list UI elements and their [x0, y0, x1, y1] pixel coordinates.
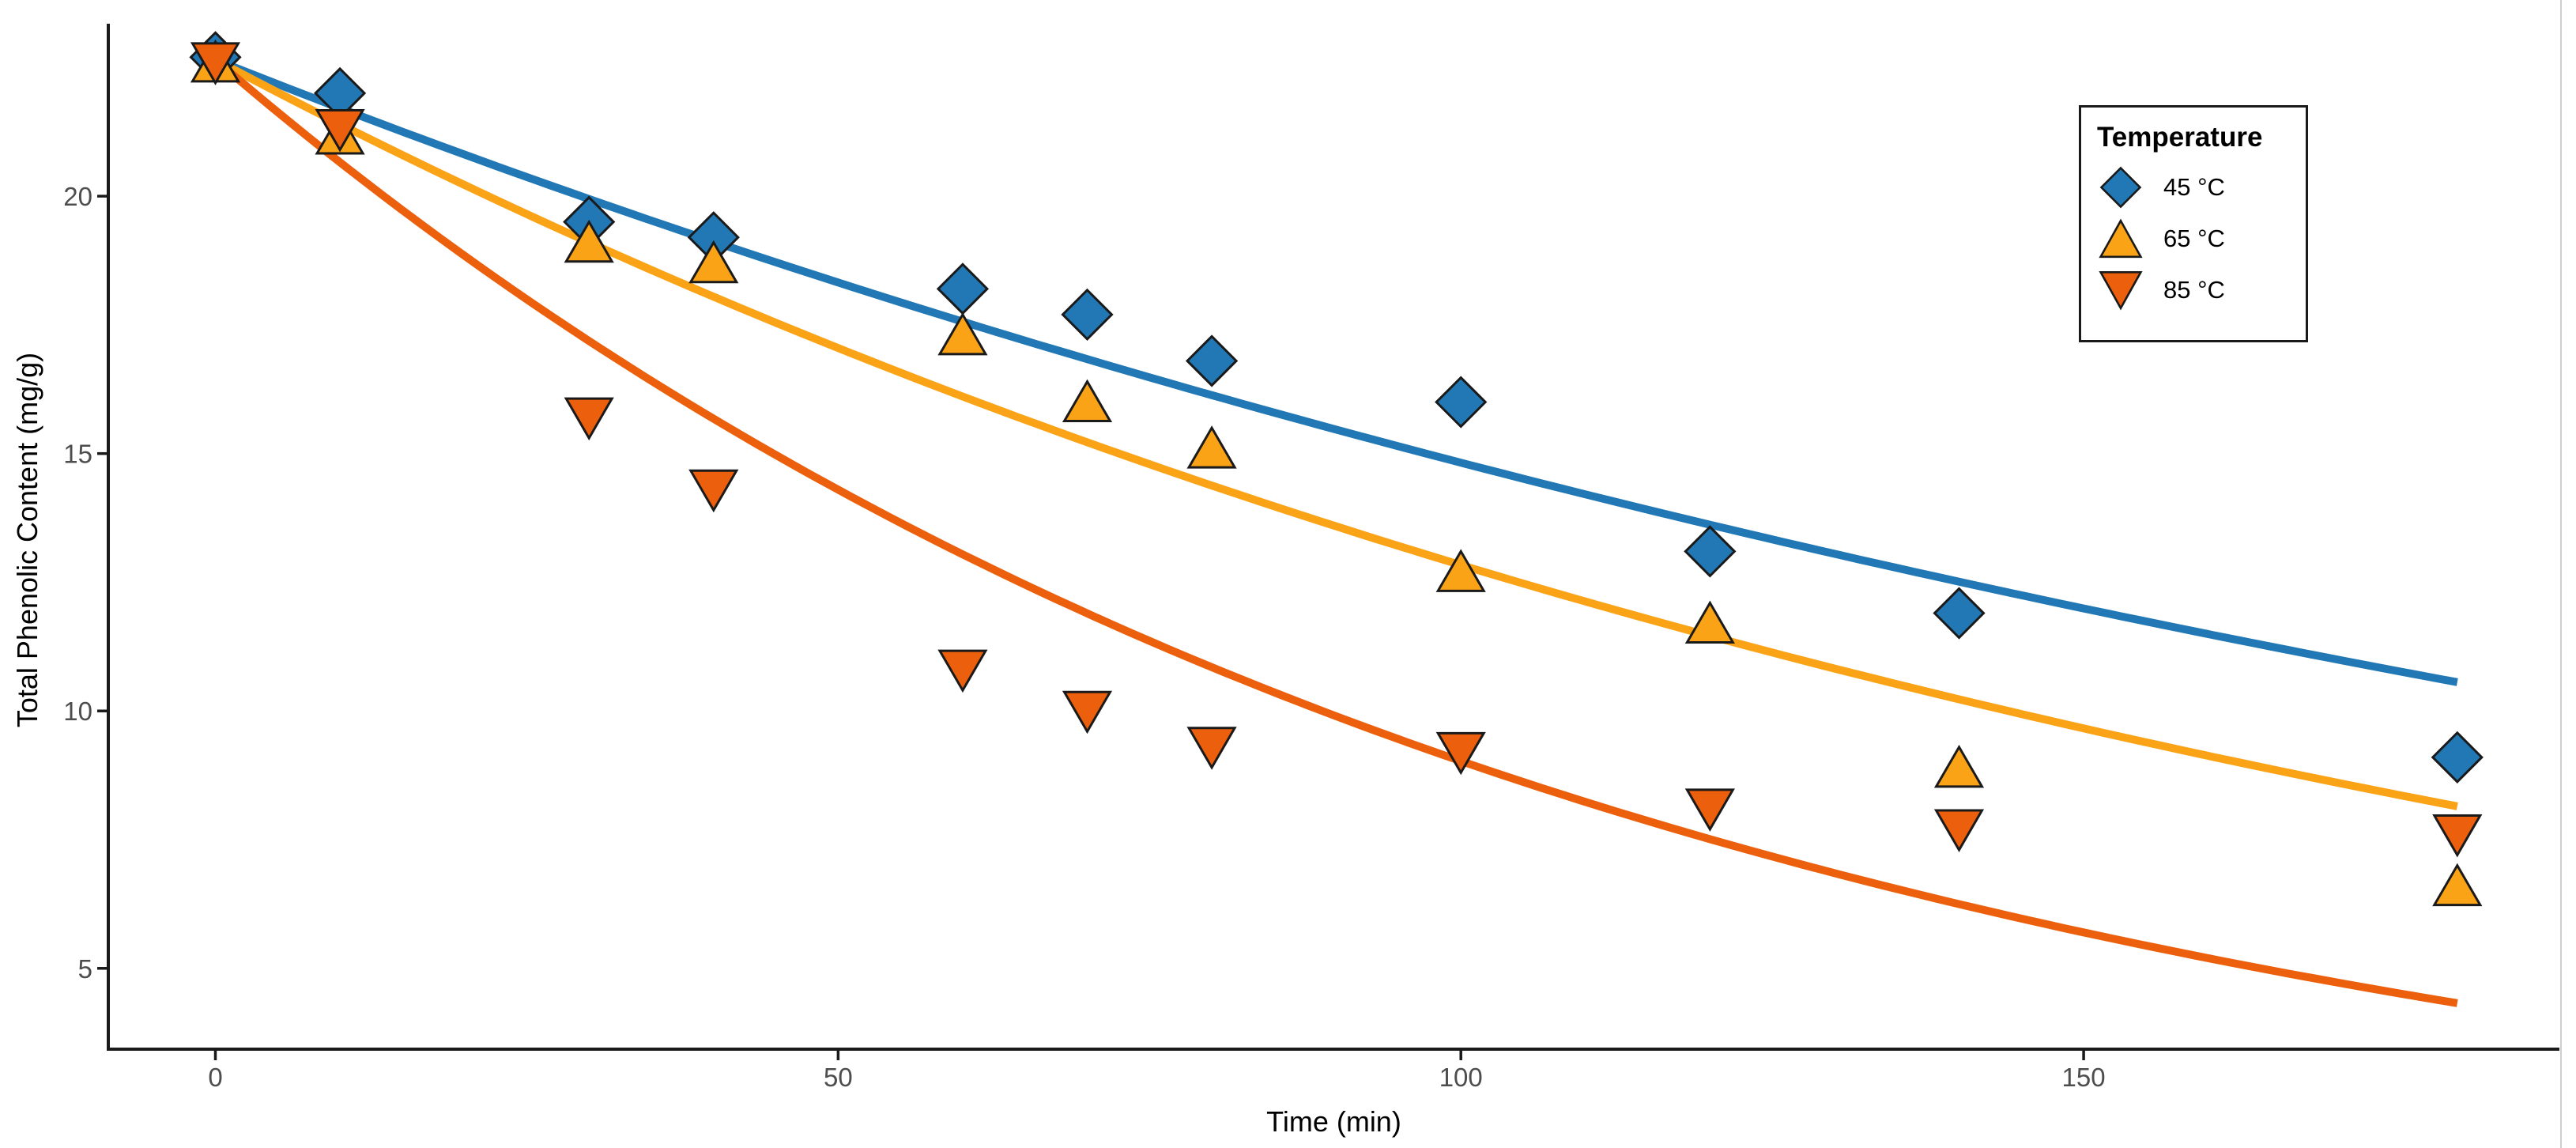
legend-item-label: 65 °C [2163, 224, 2225, 252]
legend: Temperature 45 °C 65 °C 85 °C [2079, 105, 2308, 342]
marker-45C-t120 [1684, 525, 1737, 578]
x-tick-label-50: 50 [824, 1063, 853, 1092]
marker-85C-t180 [2432, 814, 2483, 858]
triangle-up-icon [2099, 218, 2143, 258]
marker-65C-t120 [1684, 600, 1735, 644]
legend-item-45c: 45 °C [2081, 161, 2306, 213]
y-tick-label-5: 5 [78, 954, 92, 984]
marker-85C-t0 [190, 42, 241, 85]
y-axis-title: Total Phenolic Content (mg/g) [11, 352, 43, 728]
marker-85C-t40 [688, 469, 739, 513]
legend-item-85c: 85 °C [2081, 264, 2306, 315]
marker-45C-t140 [1933, 587, 1986, 640]
marker-65C-t80 [1186, 425, 1237, 469]
marker-85C-t120 [1684, 788, 1735, 832]
triangle-down-icon [2099, 270, 2143, 310]
legend-title: Temperature [2097, 122, 2263, 153]
marker-85C-t60 [937, 649, 988, 693]
x-tick-label-100: 100 [1439, 1063, 1483, 1092]
marker-85C-t140 [1933, 809, 1985, 852]
marker-65C-t140 [1933, 744, 1985, 788]
fit-curve-85C [213, 56, 2458, 1007]
marker-45C-t70 [1061, 288, 1114, 341]
marker-85C-t70 [1062, 690, 1113, 734]
marker-65C-t100 [1435, 549, 1486, 592]
legend-item-label: 85 °C [2163, 275, 2225, 304]
x-tick-label-150: 150 [2062, 1063, 2106, 1092]
marker-45C-t100 [1435, 376, 1488, 429]
legend-item-65c: 65 °C [2081, 213, 2306, 264]
marker-65C-t70 [1062, 379, 1113, 423]
y-tick-label-15: 15 [63, 440, 92, 469]
marker-85C-t100 [1435, 731, 1486, 776]
marker-65C-t40 [688, 240, 739, 284]
marker-65C-t30 [564, 219, 614, 263]
marker-45C-t60 [936, 262, 990, 315]
x-axis-title: Time (min) [1266, 1105, 1401, 1138]
marker-65C-t60 [937, 312, 988, 356]
y-tick-label-20: 20 [63, 182, 92, 211]
marker-85C-t80 [1186, 727, 1237, 770]
marker-85C-t30 [564, 397, 614, 441]
diamond-icon [2099, 166, 2142, 208]
marker-45C-t80 [1185, 334, 1239, 387]
marker-45C-t180 [2431, 731, 2484, 784]
x-tick-label-0: 0 [208, 1063, 222, 1092]
legend-item-label: 45 °C [2163, 172, 2225, 201]
marker-65C-t180 [2432, 863, 2483, 907]
y-tick-label-10: 10 [63, 697, 92, 726]
marker-85C-t10 [315, 108, 365, 153]
